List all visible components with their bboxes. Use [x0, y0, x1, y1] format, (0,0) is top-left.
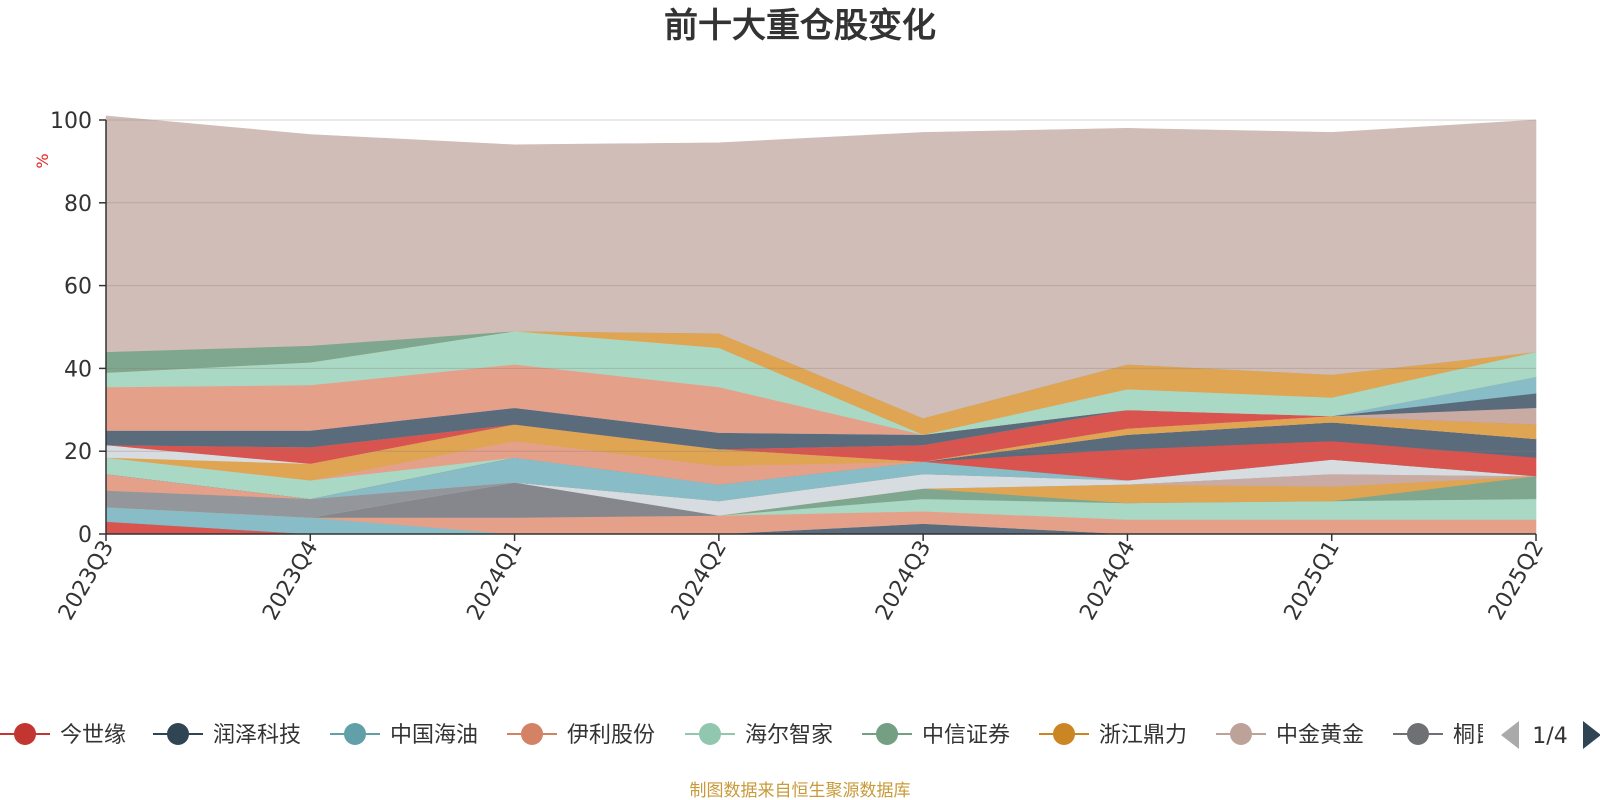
- legend-label-5: 中信证券: [922, 723, 1010, 748]
- x-tick-label-3: 2024Q2: [667, 537, 732, 625]
- legend-marker-2: [344, 723, 366, 745]
- y-axis-label: %: [33, 153, 52, 168]
- legend-label-4: 海尔智家: [745, 723, 833, 748]
- legend-page-indicator: 1/4: [1532, 724, 1567, 749]
- x-tick-label-5: 2024Q4: [1075, 537, 1140, 625]
- legend-label-1: 润泽科技: [213, 723, 301, 748]
- legend: 今世缘 润泽科技 中国海油 伊利股份 海尔智家 中信证券 浙江鼎力 中金黄金 桐昆股份: [0, 723, 1541, 748]
- x-axis-ticks: 2023Q3 2023Q4 2024Q1 2024Q2 2024Q3 2024Q4 2025…: [54, 534, 1549, 625]
- legend-prev-icon[interactable]: [1501, 721, 1519, 749]
- legend-items: 今世缘 润泽科技 中国海油 伊利股份 海尔智家 中信证券 浙江鼎力 中金黄金 桐昆股份: [0, 723, 1541, 748]
- legend-label-8: 桐昆股份: [1453, 723, 1541, 748]
- y-tick-label-5: 100: [50, 109, 92, 134]
- y-tick-label-1: 20: [64, 440, 92, 465]
- legend-marker-5: [876, 723, 898, 745]
- legend-item-4[interactable]: 海尔智家: [685, 723, 833, 748]
- chart-title: 前十大重仓股变化: [664, 6, 936, 46]
- area-layers: [105, 115, 1537, 535]
- legend-label-3: 伊利股份: [567, 723, 655, 748]
- legend-marker-6: [1053, 723, 1075, 745]
- x-tick-label-6: 2025Q1: [1280, 537, 1345, 625]
- axes: [105, 120, 1536, 535]
- legend-item-3[interactable]: 伊利股份: [507, 723, 655, 748]
- x-tick-label-0: 2023Q3: [54, 537, 119, 625]
- legend-marker-4: [699, 723, 721, 745]
- legend-item-5[interactable]: 中信证券: [862, 723, 1010, 748]
- legend-label-2: 中国海油: [390, 723, 478, 748]
- legend-item-7[interactable]: 中金黄金: [1216, 723, 1364, 748]
- grid-lines: [106, 119, 1536, 452]
- x-tick-label-4: 2024Q3: [871, 537, 936, 625]
- x-tick-label-1: 2023Q4: [258, 537, 323, 625]
- legend-item-6[interactable]: 浙江鼎力: [1039, 723, 1187, 748]
- legend-label-6: 浙江鼎力: [1099, 723, 1187, 748]
- legend-pager: 1/4: [1501, 721, 1600, 749]
- legend-label-0: 今世缘: [60, 723, 126, 748]
- legend-marker-8: [1407, 723, 1429, 745]
- legend-marker-3: [521, 723, 543, 745]
- legend-item-2[interactable]: 中国海油: [330, 723, 478, 748]
- x-tick-label-7: 2025Q2: [1484, 537, 1549, 625]
- legend-item-8[interactable]: 桐昆股份: [1393, 723, 1541, 748]
- area-series-27: [105, 115, 1537, 419]
- legend-marker-1: [167, 723, 189, 745]
- legend-item-0[interactable]: 今世缘: [0, 723, 126, 748]
- y-tick-label-0: 0: [78, 523, 92, 548]
- legend-item-1[interactable]: 润泽科技: [153, 723, 301, 748]
- legend-next-icon[interactable]: [1583, 721, 1600, 749]
- x-tick-label-2: 2024Q1: [462, 537, 527, 625]
- legend-marker-7: [1230, 723, 1252, 745]
- y-tick-label-4: 80: [64, 192, 92, 217]
- data-source-note: 制图数据来自恒生聚源数据库: [690, 781, 911, 800]
- y-tick-label-2: 40: [64, 357, 92, 382]
- y-axis-ticks: 0 20 40 60 80 100: [50, 109, 106, 548]
- legend-marker-0: [14, 723, 36, 745]
- legend-label-7: 中金黄金: [1276, 723, 1364, 748]
- y-tick-label-3: 60: [64, 275, 92, 300]
